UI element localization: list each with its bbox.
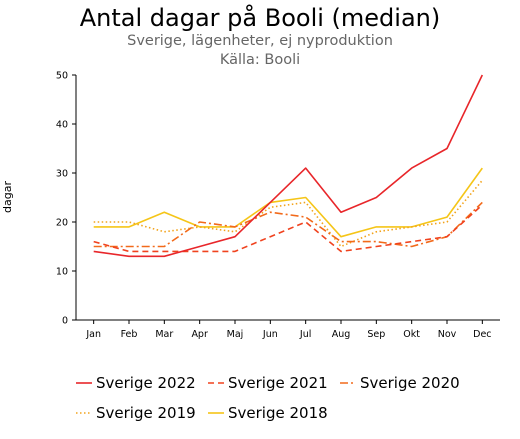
chart-subtitle: Sverige, lägenheter, ej nyproduktion bbox=[127, 33, 393, 49]
legend-label: Sverige 2019 bbox=[96, 404, 196, 422]
y-tick-label: 40 bbox=[56, 120, 68, 131]
y-axis-label: dagar bbox=[1, 181, 14, 213]
x-tick-label: Jul bbox=[299, 329, 311, 340]
y-tick-label: 20 bbox=[56, 218, 68, 229]
x-tick-label: Nov bbox=[438, 329, 457, 340]
legend-label: Sverige 2018 bbox=[228, 404, 328, 422]
legend-label: Sverige 2020 bbox=[360, 374, 460, 392]
x-tick-label: Apr bbox=[191, 329, 208, 340]
series-line-sverige-2018 bbox=[93, 167, 483, 238]
x-tick-label: Dec bbox=[473, 329, 491, 340]
x-tick-label: Mar bbox=[155, 329, 173, 340]
legend-label: Sverige 2022 bbox=[96, 374, 196, 392]
plot-area: 0 10 20 30 40 50 Jan Feb Mar Apr Maj Jun Jul Aug Sep Ok… bbox=[56, 71, 500, 340]
series-line-sverige-2021 bbox=[93, 204, 483, 253]
x-tick-label: Okt bbox=[403, 329, 420, 340]
x-tick-label: Maj bbox=[227, 329, 244, 340]
chart-source: Källa: Booli bbox=[220, 52, 300, 68]
legend-label: Sverige 2021 bbox=[228, 374, 328, 392]
legend: Sverige 2022 Sverige 2021 Sverige 2020 Sver… bbox=[76, 374, 460, 422]
x-tick-label: Jun bbox=[262, 329, 278, 340]
series-line-sverige-2019 bbox=[93, 179, 483, 248]
x-tick-label: Aug bbox=[332, 329, 351, 340]
chart-title: Antal dagar på Booli (median) bbox=[80, 3, 440, 32]
y-tick-label: 0 bbox=[62, 316, 68, 327]
series-line-sverige-2022 bbox=[93, 74, 484, 258]
y-tick-label: 30 bbox=[56, 169, 68, 180]
y-tick-label: 50 bbox=[56, 71, 68, 82]
x-tick-label: Sep bbox=[367, 329, 385, 340]
series-line-sverige-2020 bbox=[93, 201, 483, 248]
y-tick-label: 10 bbox=[56, 267, 68, 278]
x-tick-label: Feb bbox=[121, 329, 138, 340]
x-tick-label: Jan bbox=[85, 329, 101, 340]
